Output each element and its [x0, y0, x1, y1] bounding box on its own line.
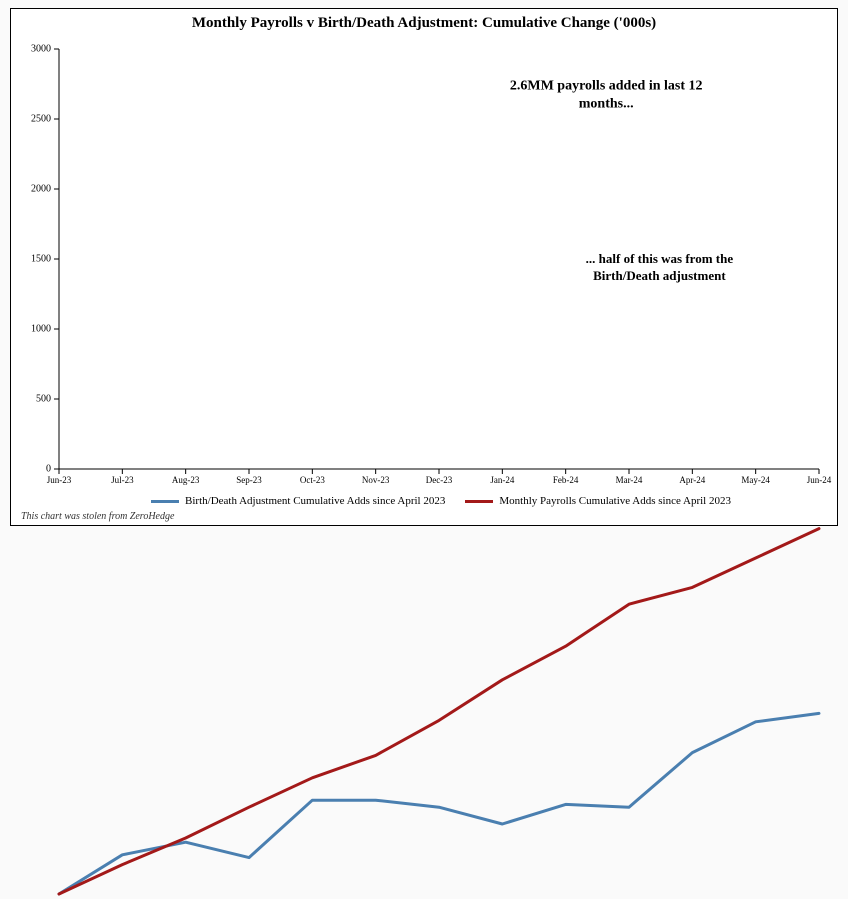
legend-label-payrolls: Monthly Payrolls Cumulative Adds since A…	[499, 495, 731, 507]
y-tick-label: 3000	[11, 44, 51, 55]
x-tick-label: Apr-24	[679, 475, 705, 485]
x-tick-label: Mar-24	[616, 475, 643, 485]
legend-label-birth-death: Birth/Death Adjustment Cumulative Adds s…	[185, 495, 445, 507]
chart-annotation: ... half of this was from theBirth/Death…	[586, 251, 733, 284]
x-tick-label: Nov-23	[362, 475, 390, 485]
y-tick-label: 1000	[11, 324, 51, 335]
x-tick-label: Jul-23	[111, 475, 134, 485]
legend-swatch-birth-death	[151, 500, 179, 503]
legend-swatch-payrolls	[465, 500, 493, 503]
x-tick-label: May-24	[741, 475, 770, 485]
legend-item-birth-death: Birth/Death Adjustment Cumulative Adds s…	[151, 495, 445, 507]
x-tick-label: Feb-24	[553, 475, 579, 485]
legend-item-payrolls: Monthly Payrolls Cumulative Adds since A…	[465, 495, 731, 507]
x-tick-label: Oct-23	[300, 475, 325, 485]
legend: Birth/Death Adjustment Cumulative Adds s…	[61, 495, 821, 507]
lines-svg	[59, 474, 819, 894]
y-tick-label: 0	[11, 464, 51, 475]
y-tick-label: 2000	[11, 184, 51, 195]
x-tick-label: Jun-23	[47, 475, 72, 485]
chart-annotation: 2.6MM payrolls added in last 12months...	[510, 78, 703, 113]
x-tick-label: Jun-24	[807, 475, 832, 485]
x-tick-label: Dec-23	[426, 475, 453, 485]
chart-container: Monthly Payrolls v Birth/Death Adjustmen…	[10, 8, 838, 526]
y-tick-label: 500	[11, 394, 51, 405]
chart-title: Monthly Payrolls v Birth/Death Adjustmen…	[11, 9, 837, 32]
x-tick-label: Jan-24	[490, 475, 514, 485]
y-tick-label: 2500	[11, 114, 51, 125]
x-tick-label: Sep-23	[236, 475, 262, 485]
chart-credit: This chart was stolen from ZeroHedge	[21, 511, 174, 522]
x-tick-label: Aug-23	[172, 475, 200, 485]
y-tick-label: 1500	[11, 254, 51, 265]
